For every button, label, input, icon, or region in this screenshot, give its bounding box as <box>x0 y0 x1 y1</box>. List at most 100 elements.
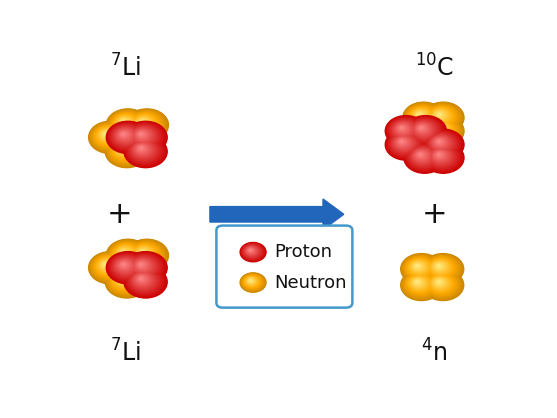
Circle shape <box>113 271 136 289</box>
Circle shape <box>410 107 433 125</box>
Circle shape <box>243 275 262 289</box>
Circle shape <box>434 124 446 133</box>
Circle shape <box>427 257 457 279</box>
Circle shape <box>433 278 447 288</box>
Circle shape <box>139 133 144 136</box>
Circle shape <box>432 277 448 289</box>
Circle shape <box>405 273 435 296</box>
Circle shape <box>435 152 444 158</box>
Circle shape <box>433 110 447 120</box>
Text: Proton: Proton <box>275 243 333 261</box>
Circle shape <box>126 240 167 270</box>
Circle shape <box>250 280 251 281</box>
Circle shape <box>130 257 157 276</box>
Circle shape <box>432 110 448 122</box>
Circle shape <box>408 146 438 168</box>
Circle shape <box>90 253 129 282</box>
Circle shape <box>134 129 151 141</box>
Circle shape <box>133 127 154 144</box>
Circle shape <box>425 144 460 170</box>
Circle shape <box>411 277 427 289</box>
Circle shape <box>241 243 265 261</box>
Circle shape <box>105 266 148 298</box>
Circle shape <box>418 139 427 145</box>
Circle shape <box>138 119 148 126</box>
Circle shape <box>411 108 432 124</box>
Circle shape <box>418 126 426 131</box>
Circle shape <box>241 274 264 291</box>
Circle shape <box>127 268 163 295</box>
Circle shape <box>424 104 461 131</box>
Circle shape <box>125 267 166 297</box>
Circle shape <box>409 119 439 141</box>
Circle shape <box>132 114 158 133</box>
Circle shape <box>436 280 443 285</box>
Circle shape <box>423 130 463 159</box>
Circle shape <box>386 130 426 159</box>
Circle shape <box>244 276 260 288</box>
Circle shape <box>102 262 110 268</box>
Circle shape <box>428 146 456 167</box>
Circle shape <box>114 115 138 133</box>
Circle shape <box>130 256 158 277</box>
Circle shape <box>432 123 448 135</box>
Circle shape <box>90 123 129 151</box>
Circle shape <box>139 263 144 266</box>
Text: +: + <box>422 200 447 229</box>
Circle shape <box>390 119 419 141</box>
Circle shape <box>128 124 162 149</box>
Circle shape <box>408 259 431 276</box>
Circle shape <box>121 278 124 280</box>
Circle shape <box>429 259 452 276</box>
Circle shape <box>431 260 449 274</box>
Circle shape <box>137 261 146 268</box>
Circle shape <box>115 143 134 157</box>
Circle shape <box>120 132 128 137</box>
Circle shape <box>423 116 463 145</box>
Circle shape <box>125 109 168 141</box>
Circle shape <box>430 121 453 138</box>
Circle shape <box>122 121 125 122</box>
Circle shape <box>422 270 464 301</box>
Circle shape <box>412 135 435 152</box>
Circle shape <box>130 271 157 291</box>
Circle shape <box>128 255 162 280</box>
Circle shape <box>419 126 424 130</box>
Circle shape <box>397 138 408 146</box>
Circle shape <box>425 255 460 281</box>
Circle shape <box>122 133 125 135</box>
Circle shape <box>248 248 254 252</box>
Circle shape <box>434 138 446 146</box>
Circle shape <box>435 112 444 118</box>
Circle shape <box>414 264 421 269</box>
Circle shape <box>118 117 132 128</box>
Text: $^{7}$Li: $^{7}$Li <box>110 339 141 366</box>
Circle shape <box>115 115 136 131</box>
Circle shape <box>114 272 135 288</box>
Circle shape <box>134 259 151 272</box>
Circle shape <box>137 275 146 283</box>
Circle shape <box>120 147 125 150</box>
Circle shape <box>131 271 155 289</box>
Circle shape <box>420 127 423 129</box>
Circle shape <box>108 110 146 139</box>
Circle shape <box>246 278 256 285</box>
Circle shape <box>431 260 451 275</box>
Circle shape <box>121 263 126 266</box>
Circle shape <box>112 140 138 160</box>
Circle shape <box>119 249 129 256</box>
Circle shape <box>389 118 421 142</box>
Circle shape <box>416 112 424 118</box>
Circle shape <box>118 130 132 140</box>
Circle shape <box>426 132 458 156</box>
Circle shape <box>431 148 451 164</box>
Circle shape <box>406 116 445 145</box>
Circle shape <box>95 257 121 276</box>
Circle shape <box>138 249 148 256</box>
Circle shape <box>116 259 135 273</box>
Circle shape <box>90 252 130 283</box>
Circle shape <box>428 257 455 278</box>
Circle shape <box>119 146 126 151</box>
Circle shape <box>409 107 434 126</box>
Circle shape <box>241 273 265 291</box>
